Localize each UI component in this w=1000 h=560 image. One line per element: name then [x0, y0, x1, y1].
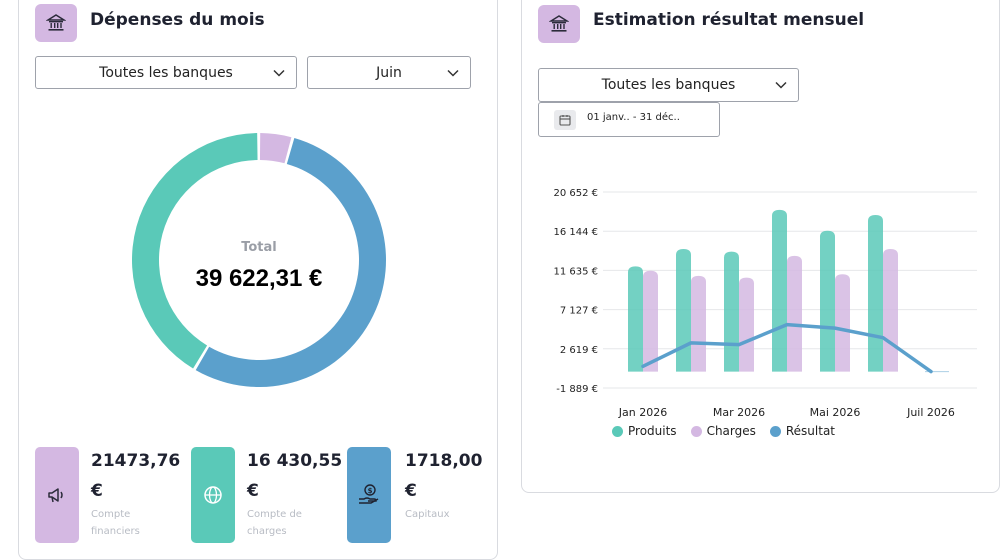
- stat-financiers-value: 21473,76: [91, 451, 181, 471]
- estimation-bank-select-value: Toutes les banques: [601, 77, 736, 93]
- month-select[interactable]: Juin: [307, 56, 471, 89]
- bar-produits[interactable]: [676, 248, 691, 372]
- bar-produits[interactable]: [820, 230, 835, 372]
- estimation-bank-select[interactable]: Toutes les banques: [538, 68, 799, 102]
- chevron-down-icon: [447, 69, 459, 77]
- bar-produits[interactable]: [628, 266, 643, 372]
- legend-dot: [612, 425, 623, 437]
- stat-financiers-currency: €: [91, 481, 103, 501]
- legend-label: Résultat: [785, 424, 836, 438]
- x-tick-label: Jan 2026: [618, 406, 667, 419]
- stat-charges-value: 16 430,55: [247, 451, 343, 471]
- donut-total-label: Total: [241, 240, 277, 255]
- megaphone-icon: [48, 488, 63, 503]
- legend-label: Charges: [706, 424, 756, 438]
- stat-capitaux-value: 1718,00: [405, 451, 483, 471]
- chart-legend: Produits Charges Résultat: [612, 424, 835, 438]
- globe-icon: [204, 486, 222, 504]
- bar-charges[interactable]: [787, 255, 802, 372]
- date-range-picker[interactable]: 01 janv.. - 31 déc..: [538, 102, 720, 137]
- month-select-value: Juin: [376, 64, 402, 81]
- donut-total-value: 39 622,31 €: [196, 265, 323, 292]
- bar-charges[interactable]: [883, 248, 898, 372]
- stat-capitaux-tile: $: [347, 447, 391, 543]
- bar-produits[interactable]: [772, 209, 787, 372]
- bar-produits[interactable]: [724, 251, 739, 372]
- svg-text:$: $: [368, 487, 373, 495]
- donut-slice[interactable]: [131, 133, 258, 369]
- stat-financiers-label-2: financiers: [91, 526, 140, 537]
- calendar-icon: [554, 110, 576, 130]
- y-tick-label: 7 127 €: [560, 306, 598, 317]
- estimation-bar-chart: -1 889 € 2 619 € 7 127 € 11 635 € 16 144 € 20…: [553, 188, 977, 419]
- expenses-card: [18, 0, 498, 560]
- bank-select[interactable]: Toutes les banques: [35, 56, 297, 89]
- bar-charges[interactable]: [739, 277, 754, 372]
- expenses-title: Dépenses du mois: [90, 10, 265, 30]
- expenses-donut-chart: Total 39 622,31 €: [131, 133, 386, 387]
- bank-icon: [35, 4, 77, 42]
- y-tick-label: 2 619 €: [560, 345, 598, 356]
- bank-select-value: Toutes les banques: [99, 64, 233, 81]
- x-tick-label: Juil 2026: [906, 406, 955, 419]
- bar-produits[interactable]: [868, 215, 883, 372]
- stat-charges-label-2: charges: [247, 526, 287, 537]
- y-tick-label: -1 889 €: [556, 384, 598, 395]
- stat-financiers-tile: [35, 447, 79, 543]
- money-hand-icon: $: [359, 484, 379, 504]
- estimation-title: Estimation résultat mensuel: [593, 10, 865, 30]
- legend-dot: [690, 425, 702, 437]
- stat-capitaux-label-1: Capitaux: [405, 509, 450, 520]
- stat-charges-label-1: Compte de: [247, 509, 302, 520]
- stat-capitaux-currency: €: [405, 481, 417, 501]
- bank-icon: [538, 5, 580, 43]
- legend-item-charges[interactable]: Charges: [690, 424, 756, 438]
- resultat-line[interactable]: [641, 322, 933, 374]
- donut-slice[interactable]: [195, 138, 386, 387]
- legend-item-produits[interactable]: Produits: [612, 424, 677, 438]
- legend-item-resultat[interactable]: Résultat: [769, 424, 836, 438]
- bar-charges[interactable]: [835, 274, 850, 372]
- stat-charges-tile: [191, 447, 235, 543]
- bar-charges[interactable]: [643, 270, 658, 372]
- chevron-down-icon: [273, 69, 285, 77]
- legend-label: Produits: [628, 424, 677, 438]
- x-tick-label: Mai 2026: [810, 406, 861, 419]
- y-tick-label: 16 144 €: [553, 227, 598, 238]
- bar-charges[interactable]: [691, 275, 706, 372]
- y-tick-label: 20 652 €: [553, 188, 598, 199]
- donut-slice[interactable]: [259, 133, 292, 164]
- chevron-down-icon: [775, 81, 787, 89]
- stat-financiers-label-1: Compte: [91, 509, 131, 520]
- legend-dot: [769, 425, 781, 437]
- stat-charges-currency: €: [247, 481, 259, 501]
- x-tick-label: Mar 2026: [713, 406, 765, 419]
- y-tick-label: 11 635 €: [553, 266, 598, 277]
- date-range-value: 01 janv.. - 31 déc..: [587, 112, 680, 123]
